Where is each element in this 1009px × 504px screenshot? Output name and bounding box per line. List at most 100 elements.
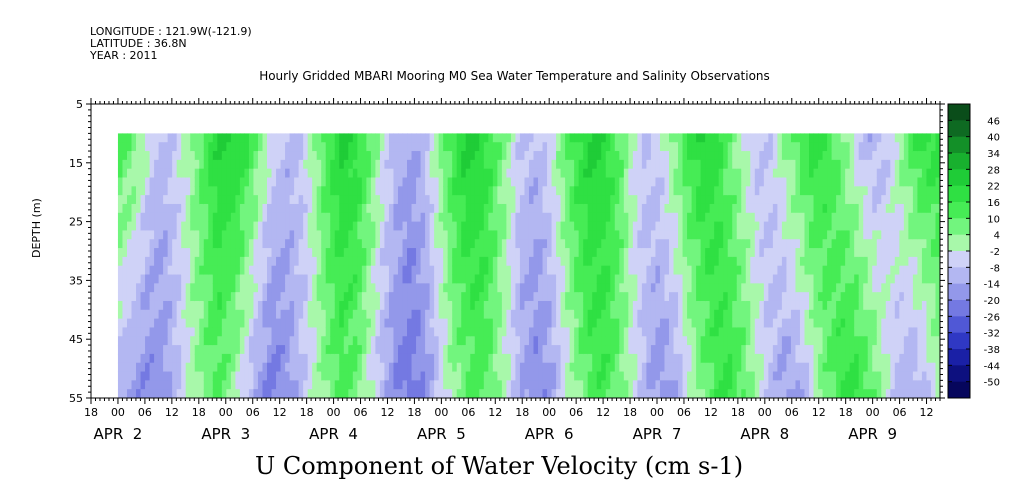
heatmap-cell	[226, 239, 232, 249]
heatmap-cell	[849, 151, 855, 161]
heatmap-cell	[813, 142, 819, 152]
heatmap-cell	[316, 239, 322, 249]
heatmap-cell	[379, 292, 386, 302]
heatmap-cell	[863, 309, 869, 320]
heatmap-cell	[402, 221, 408, 232]
heatmap-cell	[790, 362, 797, 373]
heatmap-cell	[429, 195, 435, 205]
heatmap-cell	[732, 345, 738, 355]
heatmap-cell	[438, 133, 444, 143]
heatmap-cell	[280, 371, 286, 381]
heatmap-cell	[510, 142, 517, 152]
heatmap-cell	[199, 353, 205, 364]
heatmap-cell	[131, 256, 137, 267]
heatmap-cell	[628, 274, 634, 284]
heatmap-cell	[623, 318, 629, 329]
heatmap-cell	[519, 221, 526, 232]
heatmap-cell	[538, 292, 544, 302]
heatmap-cell	[610, 159, 616, 170]
heatmap-cell	[818, 345, 824, 355]
heatmap-cell	[158, 283, 164, 293]
heatmap-cell	[126, 336, 133, 346]
heatmap-cell	[705, 142, 711, 152]
heatmap-cell	[230, 336, 236, 346]
heatmap-cell	[709, 318, 715, 329]
heatmap-cell	[646, 256, 652, 267]
heatmap-cell	[723, 151, 729, 161]
heatmap-cell	[538, 142, 544, 152]
heatmap-cell	[714, 292, 720, 302]
heatmap-cell	[443, 256, 449, 267]
heatmap-cell	[253, 274, 259, 284]
heatmap-cell	[149, 274, 155, 284]
heatmap-cell	[786, 159, 792, 170]
heatmap-cell	[239, 327, 246, 337]
heatmap-cell	[298, 221, 304, 232]
heatmap-cell	[357, 353, 363, 364]
heatmap-cell	[181, 195, 187, 205]
heatmap-cell	[547, 239, 553, 249]
heatmap-cell	[804, 151, 810, 161]
heatmap-cell	[709, 186, 715, 196]
heatmap-cell	[547, 274, 553, 284]
heatmap-cell	[253, 230, 259, 240]
heatmap-cell	[700, 371, 706, 381]
heatmap-cell	[804, 309, 810, 320]
heatmap-cell	[759, 389, 765, 398]
heatmap-cell	[741, 159, 747, 170]
heatmap-cell	[763, 203, 769, 214]
heatmap-cell	[745, 186, 751, 196]
heatmap-cell	[655, 248, 661, 258]
heatmap-cell	[772, 327, 778, 337]
heatmap-cell	[768, 230, 774, 240]
heatmap-cell	[818, 353, 824, 364]
heatmap-cell	[253, 256, 259, 267]
heatmap-cell	[271, 221, 277, 232]
heatmap-cell	[330, 151, 336, 161]
heatmap-cell	[497, 283, 503, 293]
heatmap-cell	[849, 168, 855, 179]
heatmap-cell	[248, 362, 255, 373]
heatmap-cell	[420, 292, 426, 302]
heatmap-cell	[705, 274, 711, 284]
heatmap-cell	[601, 292, 607, 302]
heatmap-cell	[461, 362, 467, 373]
heatmap-cell	[528, 292, 535, 302]
heatmap-cell	[750, 195, 756, 205]
heatmap-cell	[325, 248, 331, 258]
heatmap-cell	[709, 256, 715, 267]
heatmap-cell	[393, 371, 399, 381]
heatmap-cell	[316, 265, 322, 276]
heatmap-cell	[601, 389, 607, 398]
heatmap-cell	[854, 318, 860, 329]
heatmap-cell	[863, 221, 869, 232]
heatmap-cell	[312, 380, 318, 390]
heatmap-cell	[623, 371, 629, 381]
heatmap-cell	[321, 389, 327, 398]
heatmap-cell	[623, 186, 629, 196]
heatmap-cell	[447, 292, 453, 302]
heatmap-cell	[122, 327, 128, 337]
heatmap-cell	[321, 318, 327, 329]
heatmap-cell	[637, 186, 643, 196]
heatmap-cell	[379, 371, 386, 381]
heatmap-cell	[705, 159, 711, 170]
heatmap-cell	[149, 300, 155, 311]
heatmap-cell	[289, 133, 295, 143]
heatmap-cell	[411, 133, 417, 143]
heatmap-cell	[818, 265, 824, 276]
heatmap-cell	[262, 142, 268, 152]
heatmap-cell	[614, 353, 620, 364]
heatmap-cell	[632, 362, 638, 373]
heatmap-cell	[858, 309, 864, 320]
heatmap-cell	[578, 292, 584, 302]
heatmap-cell	[709, 239, 715, 249]
heatmap-cell	[140, 186, 146, 196]
heatmap-cell	[790, 142, 797, 152]
heatmap-cell	[303, 142, 309, 152]
heatmap-cell	[781, 230, 788, 240]
heatmap-cell	[533, 336, 539, 346]
heatmap-cell	[818, 256, 824, 267]
heatmap-cell	[470, 248, 476, 258]
heatmap-cell	[754, 265, 760, 276]
